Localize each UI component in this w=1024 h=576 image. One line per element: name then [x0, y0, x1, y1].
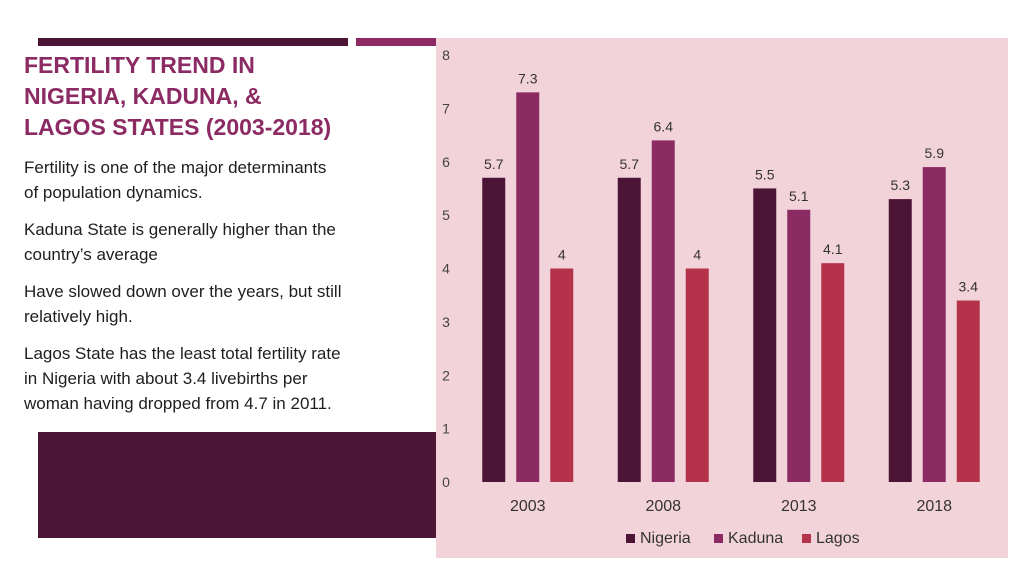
bullet-list: Fertility is one of the major determinan…: [24, 155, 404, 428]
bullet-item: Lagos State has the least total fertilit…: [24, 341, 404, 416]
fertility-bar-chart: 0 1 2 3 4 5 6 7 8 5.7 7.3 4 2003 5.7 6.4 4 2008 5.5 5.1 4.1…: [442, 47, 980, 547]
title-line: FERTILITY TREND IN: [24, 52, 255, 78]
data-label: 5.7: [484, 156, 504, 172]
bullet-line: Fertility is one of the major determinan…: [24, 158, 327, 177]
data-label: 6.4: [654, 118, 674, 134]
data-label: 7.3: [518, 70, 538, 86]
y-tick-label: 7: [442, 100, 450, 116]
data-label: 5.1: [789, 188, 809, 204]
slide-title: FERTILITY TREND IN NIGERIA, KADUNA, & LA…: [24, 50, 424, 143]
x-tick-label: 2008: [645, 498, 681, 515]
bullet-line: Have slowed down over the years, but sti…: [24, 282, 342, 301]
bar-kaduna-2018: [922, 167, 946, 482]
bullet-line: Kaduna State is generally higher than th…: [24, 220, 336, 239]
y-tick-label: 3: [442, 314, 450, 330]
x-tick-label: 2013: [781, 498, 817, 515]
data-label: 4.1: [823, 241, 843, 257]
y-tick-label: 4: [442, 261, 450, 277]
legend-label: Lagos: [816, 530, 860, 547]
bullet-line: country’s average: [24, 245, 158, 264]
bar-lagos-2003: [550, 268, 574, 482]
bullet-item: Kaduna State is generally higher than th…: [24, 217, 404, 267]
data-label: 5.7: [620, 156, 640, 172]
data-label: 5.5: [755, 166, 775, 182]
bar-nigeria-2008: [617, 177, 641, 482]
bar-nigeria-2018: [888, 199, 912, 483]
chart-panel: 0 1 2 3 4 5 6 7 8 5.7 7.3 4 2003 5.7 6.4 4 2008 5.5 5.1 4.1…: [436, 38, 1008, 558]
y-tick-label: 6: [442, 154, 450, 170]
bar-kaduna-2003: [516, 92, 540, 483]
y-tick-label: 5: [442, 207, 450, 223]
bar-lagos-2013: [821, 263, 845, 482]
data-label: 4: [558, 247, 566, 263]
legend-swatch: [626, 534, 635, 543]
data-label: 4: [693, 247, 701, 263]
bar-lagos-2008: [685, 268, 709, 482]
accent-bar-light: [356, 38, 436, 46]
bullet-item: Fertility is one of the major determinan…: [24, 155, 404, 205]
bullet-line: of population dynamics.: [24, 183, 203, 202]
bullet-line: Lagos State has the least total fertilit…: [24, 344, 341, 363]
y-tick-label: 1: [442, 421, 450, 437]
legend-swatch: [714, 534, 723, 543]
data-label: 5.9: [925, 145, 945, 161]
bullet-line: in Nigeria with about 3.4 livebirths per: [24, 369, 308, 388]
legend-label: Nigeria: [640, 530, 691, 547]
y-tick-label: 8: [442, 47, 450, 63]
data-label: 3.4: [959, 279, 979, 295]
decorative-block: [38, 432, 436, 538]
bullet-line: relatively high.: [24, 307, 133, 326]
data-label: 5.3: [891, 177, 911, 193]
bar-kaduna-2013: [787, 209, 811, 482]
bar-kaduna-2008: [651, 140, 675, 482]
x-tick-label: 2003: [510, 498, 546, 515]
y-tick-label: 0: [442, 474, 450, 490]
bullet-line: woman having dropped from 4.7 in 2011.: [24, 394, 332, 413]
legend-label: Kaduna: [728, 530, 783, 547]
bar-nigeria-2013: [753, 188, 777, 482]
title-line: NIGERIA, KADUNA, &: [24, 83, 262, 109]
title-line: LAGOS STATES (2003-2018): [24, 114, 332, 140]
x-tick-label: 2018: [916, 498, 952, 515]
accent-bar-dark: [38, 38, 348, 46]
bar-nigeria-2003: [482, 177, 506, 482]
legend-swatch: [802, 534, 811, 543]
y-tick-label: 2: [442, 367, 450, 383]
bullet-item: Have slowed down over the years, but sti…: [24, 279, 404, 329]
bar-lagos-2018: [956, 300, 980, 482]
